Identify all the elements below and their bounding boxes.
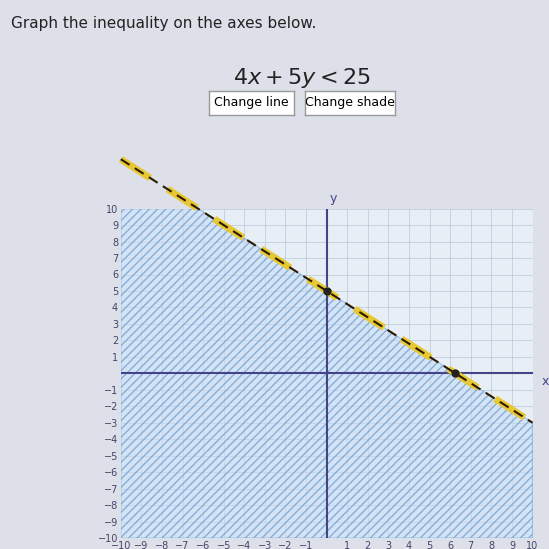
Polygon shape <box>121 209 533 538</box>
Text: Graph the inequality on the axes below.: Graph the inequality on the axes below. <box>11 16 316 31</box>
Text: y: y <box>329 192 337 205</box>
Text: x: x <box>541 375 548 388</box>
Text: $4x + 5y < 25$: $4x + 5y < 25$ <box>233 66 371 90</box>
Text: Change shade: Change shade <box>305 97 395 109</box>
Text: Change line: Change line <box>214 97 288 109</box>
